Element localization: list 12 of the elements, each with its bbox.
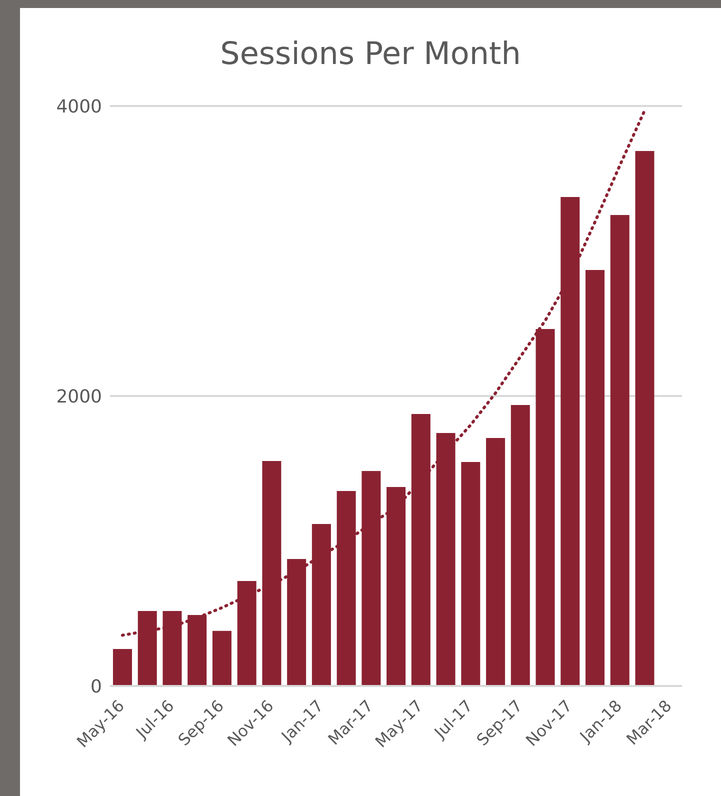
- bar: [461, 462, 480, 686]
- chart-title: Sessions Per Month: [219, 36, 522, 72]
- bar: [212, 630, 232, 686]
- bar: [112, 649, 132, 686]
- y-tick-label: 4000: [56, 96, 102, 118]
- bar: [586, 270, 605, 686]
- bar: [610, 215, 630, 686]
- y-tick-label: 0: [90, 676, 102, 698]
- bar: [486, 438, 506, 686]
- bar: [510, 404, 530, 686]
- y-tick-label: 2000: [56, 386, 102, 408]
- bar: [635, 150, 654, 686]
